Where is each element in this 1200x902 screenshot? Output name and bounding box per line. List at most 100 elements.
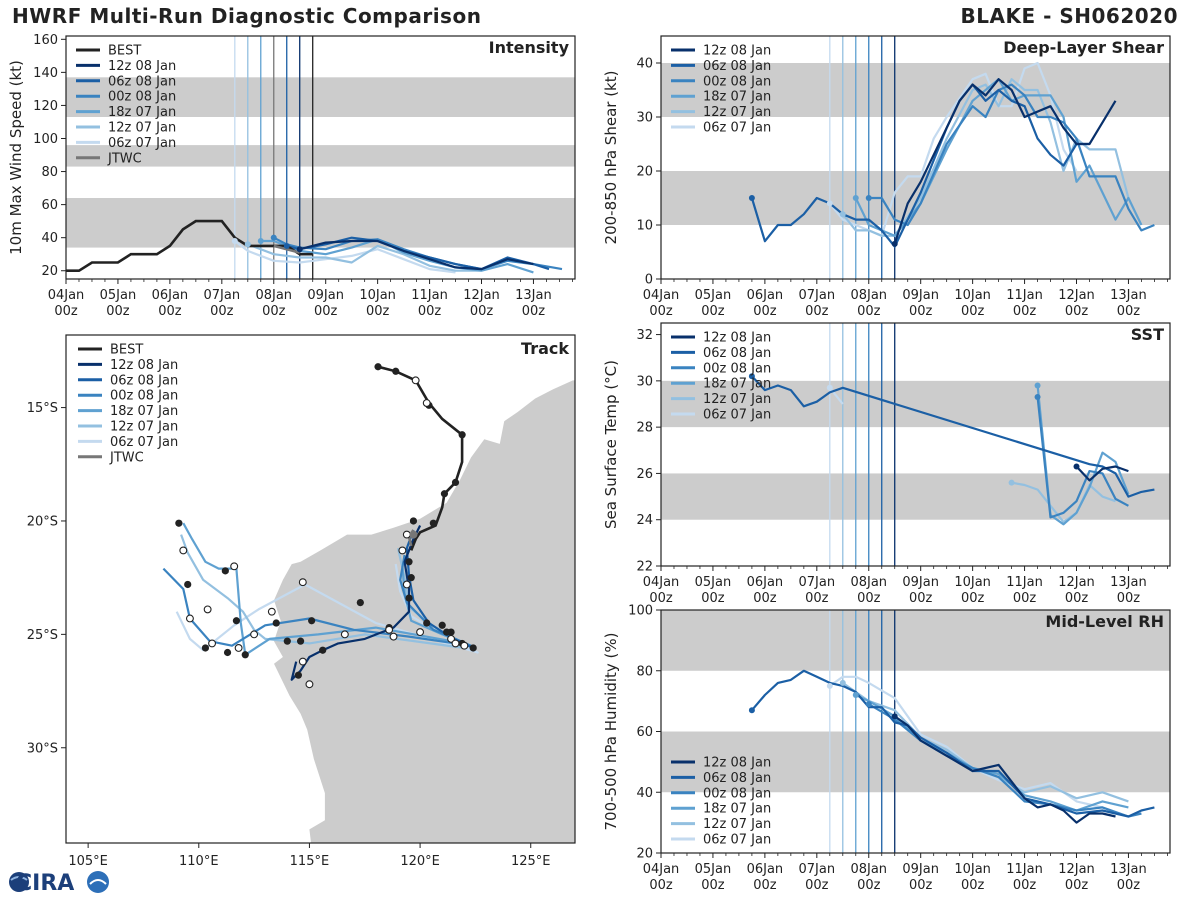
init-marker <box>1034 382 1041 389</box>
x-tick-label: 05Jan <box>695 862 732 877</box>
track-marker-hollow <box>398 546 407 555</box>
series-line <box>893 78 1117 245</box>
series-line <box>234 240 456 274</box>
tracks-group <box>162 363 479 689</box>
track-marker-solid <box>407 574 415 582</box>
legend-label: 12z 08 Jan <box>110 358 178 373</box>
x-tick-label: 00z <box>649 304 673 319</box>
legend-label: 00z 08 Jan <box>108 90 176 105</box>
x-tick-label: 13Jan <box>515 288 552 303</box>
x-tick-label: 12Jan <box>1058 288 1095 303</box>
y-tick-label: 60 <box>41 198 58 213</box>
track-marker-solid <box>175 519 183 527</box>
y-tick-label: 28 <box>636 421 653 436</box>
y-tick-label: 26 <box>636 467 653 482</box>
x-tick-label: 00z <box>961 591 985 606</box>
y-tick-label: 32 <box>636 328 653 343</box>
lat-tick-label: 20°S <box>27 514 58 529</box>
x-tick-label: 09Jan <box>902 862 939 877</box>
init-marker <box>839 211 846 218</box>
init-marker <box>257 237 264 244</box>
track-marker-hollow <box>185 614 194 623</box>
y-axis-label: 10m Max Wind Speed (kt) <box>7 60 25 255</box>
x-tick-label: 00z <box>262 304 286 319</box>
x-tick-label: 00z <box>418 304 442 319</box>
x-tick-label: 00z <box>158 304 182 319</box>
x-tick-label: 13Jan <box>1110 862 1147 877</box>
init-marker <box>839 679 846 686</box>
x-tick-label: 00z <box>649 878 673 893</box>
init-marker <box>748 195 755 201</box>
panel-title: Mid-Level RH <box>1045 612 1164 631</box>
track-marker-hollow <box>203 605 212 614</box>
init-marker <box>852 195 859 201</box>
cira-logo: CIRA <box>6 866 116 902</box>
legend-label: 00z 08 Jan <box>703 786 771 801</box>
init-marker <box>748 373 755 380</box>
x-tick-label: 00z <box>1013 591 1037 606</box>
track-marker-solid <box>308 617 316 625</box>
x-tick-label: 00z <box>106 304 130 319</box>
x-tick-label: 10Jan <box>954 288 991 303</box>
init-marker <box>231 237 238 244</box>
x-tick-label: 07Jan <box>799 288 836 303</box>
series-line <box>868 83 1155 232</box>
track-marker-solid <box>438 621 446 629</box>
x-tick-label: 05Jan <box>695 575 732 590</box>
legend-label: 00z 08 Jan <box>110 389 178 404</box>
track-marker-solid <box>319 646 327 654</box>
x-tick-label: 09Jan <box>307 288 344 303</box>
series-line <box>1011 481 1116 524</box>
globe-icon <box>9 872 29 892</box>
legend-label: 00z 08 Jan <box>703 361 771 376</box>
x-tick-label: 00z <box>805 304 829 319</box>
x-tick-label: 00z <box>314 304 338 319</box>
track-marker-hollow <box>385 625 394 634</box>
track-marker-solid <box>283 637 291 645</box>
y-tick-label: 10 <box>636 219 653 234</box>
plot-frame <box>65 35 576 280</box>
cira-logo-mark: CIRA <box>9 871 109 896</box>
legend-label: JTWC <box>109 450 144 465</box>
y-tick-label: 40 <box>636 786 653 801</box>
track-marker-solid <box>232 617 241 625</box>
track-marker-hollow <box>411 376 420 385</box>
x-tick-label: 13Jan <box>1110 575 1147 590</box>
lon-tick-label: 110°E <box>179 854 219 869</box>
init-marker <box>826 682 833 689</box>
track-marker-hollow <box>208 639 217 648</box>
series-line <box>247 243 482 272</box>
satellite-badge-icon <box>87 871 109 893</box>
shaded-band <box>661 380 1170 428</box>
shaded-band <box>661 171 1170 225</box>
init-marker <box>244 241 251 248</box>
x-tick-label: 00z <box>1065 591 1089 606</box>
track-marker-hollow <box>422 399 431 407</box>
init-marker <box>826 384 833 391</box>
x-tick-label: 00z <box>753 591 777 606</box>
sst-panel: 22242628303204Jan00z05Jan00z06Jan00z07Ja… <box>602 322 1171 606</box>
track-marker-solid <box>405 558 413 566</box>
track-marker-solid <box>221 567 229 575</box>
track-marker-hollow <box>389 632 398 641</box>
init-marker <box>748 707 755 714</box>
x-tick-label: 00z <box>909 304 933 319</box>
x-tick-label: 00z <box>701 878 725 893</box>
x-tick-label: 04Jan <box>48 288 85 303</box>
legend-label: 18z 07 Jan <box>703 377 771 392</box>
lat-tick-label: 30°S <box>27 741 58 756</box>
track-marker-solid <box>409 517 418 525</box>
y-tick-label: 40 <box>636 57 653 72</box>
x-tick-label: 07Jan <box>799 862 836 877</box>
x-tick-label: 00z <box>1013 304 1037 319</box>
x-tick-label: 00z <box>54 304 78 319</box>
legend-label: 18z 07 Jan <box>703 90 771 105</box>
storm-id: BLAKE - SH062020 <box>960 4 1178 28</box>
land-group <box>274 380 575 843</box>
legend-label: 06z 08 Jan <box>108 74 176 89</box>
legend-label: 12z 08 Jan <box>703 331 771 346</box>
x-tick-label: 09Jan <box>902 575 939 590</box>
x-tick-label: 09Jan <box>902 288 939 303</box>
init-marker <box>1008 479 1015 486</box>
legend-label: JTWC <box>107 151 142 166</box>
